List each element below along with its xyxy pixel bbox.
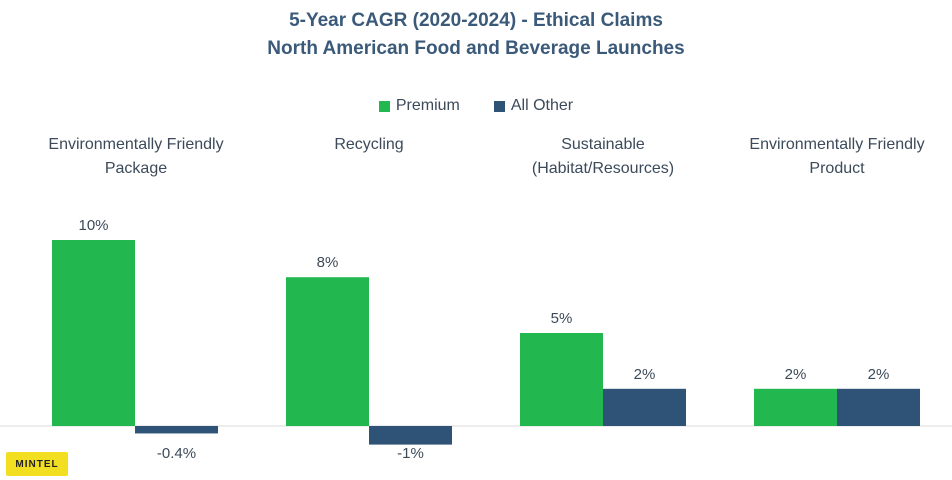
bar-premium	[52, 240, 135, 426]
data-label: 10%	[78, 217, 108, 234]
category-label: Environmentally Friendly	[749, 136, 924, 153]
bar-all-other	[603, 388, 686, 426]
data-label: 2%	[868, 366, 890, 383]
category-label: Package	[105, 160, 167, 177]
data-label: -1%	[397, 445, 424, 462]
bar-all-other	[369, 426, 452, 445]
data-label: -0.4%	[157, 445, 196, 462]
bar-all-other	[135, 426, 218, 434]
data-label: 8%	[317, 254, 339, 271]
bar-all-other	[837, 388, 920, 426]
chart-title: 5-Year CAGR (2020-2024) - Ethical Claims	[289, 10, 663, 31]
legend-swatch-all-other	[493, 100, 505, 112]
category-label: Recycling	[334, 136, 403, 153]
legend-swatch-premium	[378, 100, 390, 112]
legend-item-premium: Premium	[378, 97, 460, 115]
bar-premium	[520, 333, 603, 426]
chart-legend: Premium All Other	[0, 97, 952, 115]
data-label: 5%	[551, 310, 573, 327]
legend-label-premium: Premium	[395, 97, 460, 114]
chart-subtitle: North American Food and Beverage Launche…	[267, 38, 685, 59]
category-label: Environmentally Friendly	[48, 136, 223, 153]
legend-item-all-other: All Other	[493, 97, 574, 115]
category-label: (Habitat/Resources)	[532, 160, 674, 177]
data-label: 2%	[785, 366, 807, 383]
category-label: Product	[809, 160, 865, 177]
legend-label-all-other: All Other	[510, 97, 574, 114]
category-label: Sustainable	[561, 136, 645, 153]
bar-premium	[286, 277, 369, 426]
mintel-logo: MINTEL	[6, 452, 68, 476]
bar-premium	[754, 388, 837, 426]
data-label: 2%	[634, 366, 656, 383]
